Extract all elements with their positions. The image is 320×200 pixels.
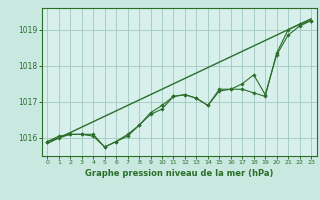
X-axis label: Graphe pression niveau de la mer (hPa): Graphe pression niveau de la mer (hPa) — [85, 169, 273, 178]
